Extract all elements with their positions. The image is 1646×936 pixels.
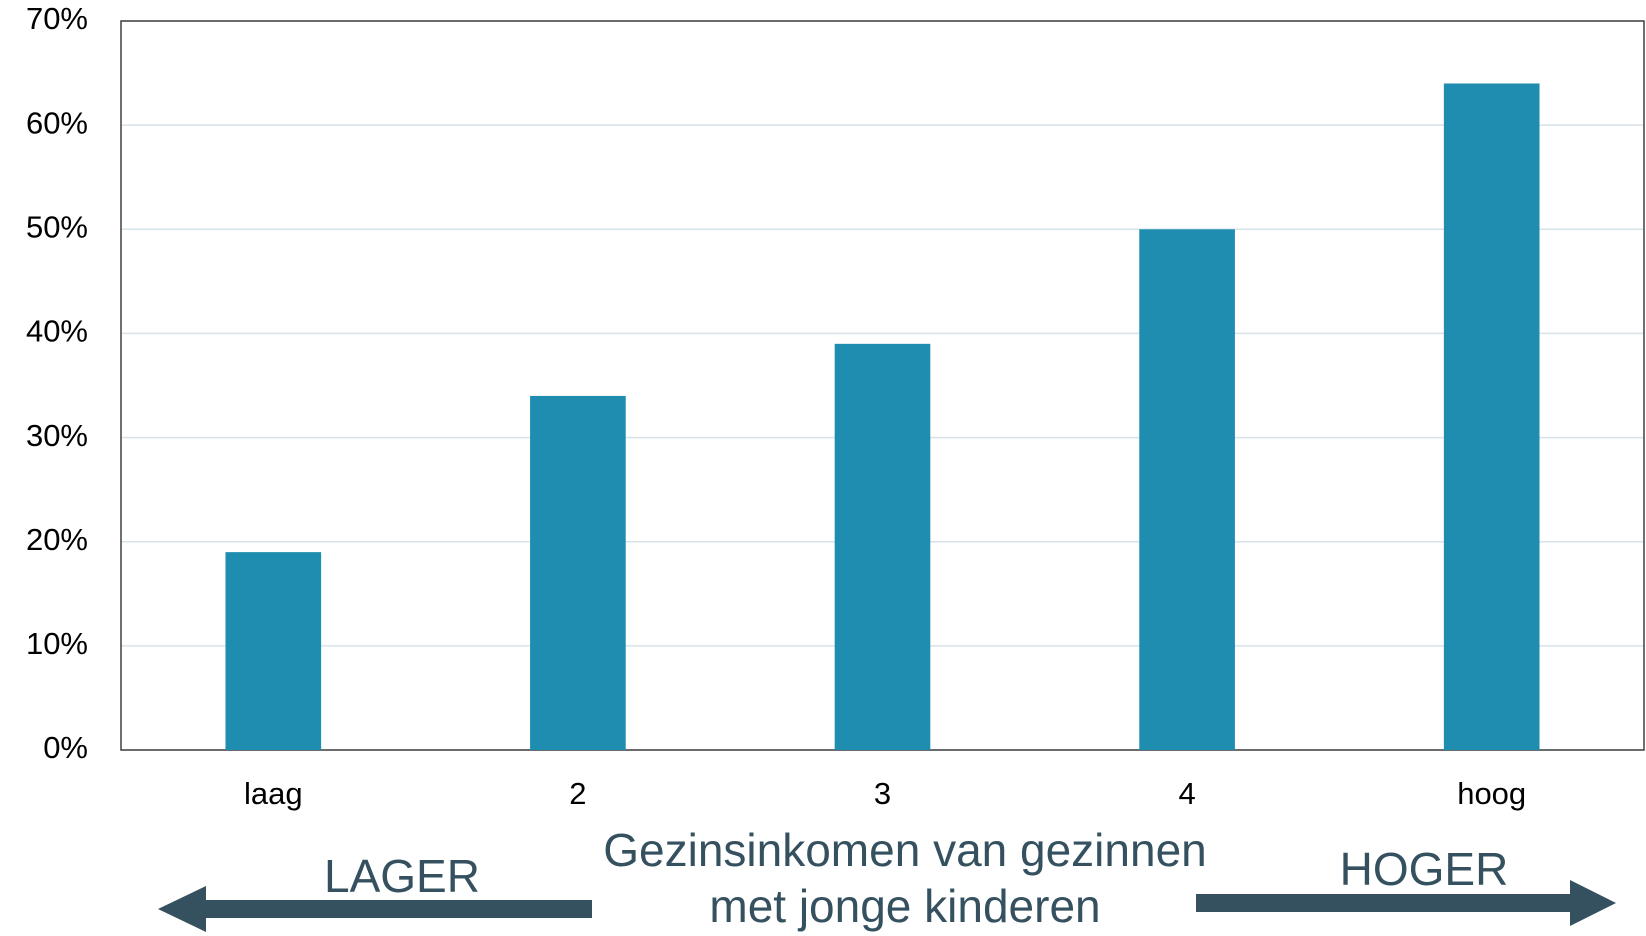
arrow-left — [158, 886, 592, 932]
annotation: LAGER — [324, 850, 480, 902]
y-tick-label: 0% — [43, 730, 88, 765]
y-tick-label: 70% — [26, 1, 88, 36]
x-tick-label: laag — [244, 776, 303, 811]
y-tick-label: 30% — [26, 418, 88, 453]
x-axis-label: met jonge kinderen — [709, 880, 1100, 932]
y-tick-label: 20% — [26, 522, 88, 557]
x-tick-label: 4 — [1178, 776, 1195, 811]
x-tick-label: 2 — [569, 776, 586, 811]
bar — [1443, 83, 1540, 750]
y-tick-label: 10% — [26, 626, 88, 661]
y-tick-label: 60% — [26, 105, 88, 140]
annotation: HOGER — [1340, 843, 1509, 895]
bar — [225, 552, 322, 750]
x-axis-label: Gezinsinkomen van gezinnen — [603, 824, 1206, 876]
x-tick-label: 3 — [874, 776, 891, 811]
y-tick-label: 50% — [26, 209, 88, 244]
bar — [834, 343, 931, 750]
y-tick-label: 40% — [26, 314, 88, 349]
bar — [530, 395, 626, 750]
arrow-right — [1196, 880, 1616, 926]
x-tick-label: hoog — [1457, 776, 1526, 811]
bar — [1139, 229, 1235, 751]
